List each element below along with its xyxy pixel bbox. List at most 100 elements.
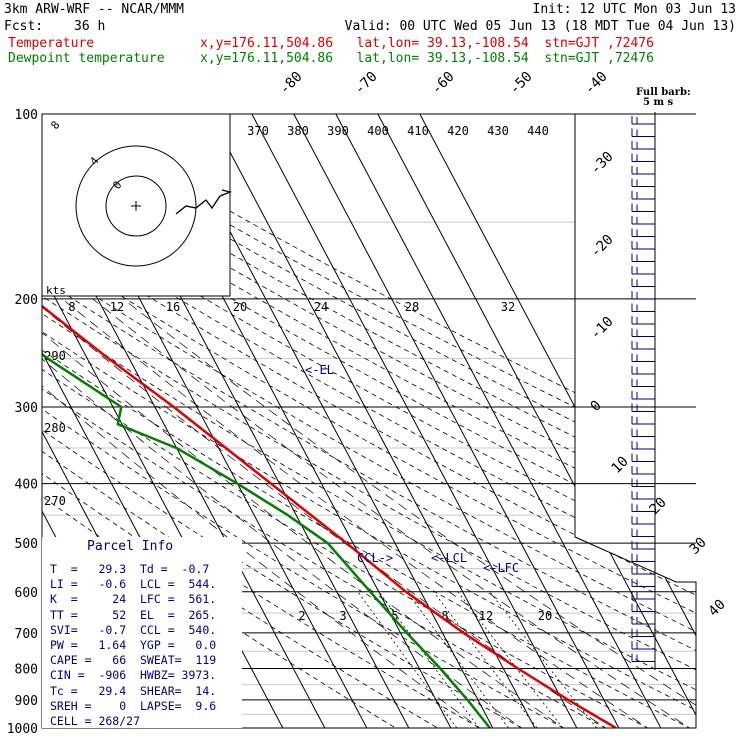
mixing-ratio-line xyxy=(406,591,509,728)
pressure-label-100: 100 xyxy=(15,108,38,123)
dry-adiabat xyxy=(42,114,696,728)
pressure-label-400: 400 xyxy=(15,478,38,493)
dry-adiabat xyxy=(42,114,631,728)
pressure-label-1000: 1000 xyxy=(7,722,38,737)
pressure-label-900: 900 xyxy=(15,694,38,709)
parcel-info-row: TT = 52 EL = 265. xyxy=(50,607,217,622)
theta-label: 270 xyxy=(44,494,66,508)
parcel-info-rows: T = 29.3 Td = -0.7 LI = -0.6 LCL = 544. K … xyxy=(50,562,216,729)
theta-label: 430 xyxy=(487,124,509,138)
pressure-label-300: 300 xyxy=(15,401,38,416)
parcel-info-row: LI = -0.6 LCL = 544. xyxy=(50,577,217,592)
theta-label: 420 xyxy=(447,124,469,138)
parcel-info-panel: Parcel Info T = 29.3 Td = -0.7 LI = -0.6 … xyxy=(42,537,242,728)
el-annotation: <-EL xyxy=(305,363,334,377)
hodograph-speed-label: 16 xyxy=(166,300,180,314)
hodograph-unit-label: kts xyxy=(46,284,66,297)
theta-label: 440 xyxy=(527,124,549,138)
mixing-ratio-label: 8 xyxy=(441,609,448,623)
isotherm xyxy=(251,114,578,728)
hodograph-speed-label: 24 xyxy=(314,300,328,314)
dry-adiabat xyxy=(42,114,696,728)
isotherm xyxy=(293,114,620,728)
dry-adiabat xyxy=(42,114,696,728)
mixing-ratio-label: 20 xyxy=(538,609,552,623)
theta-label: 380 xyxy=(287,124,309,138)
theta-label: 390 xyxy=(327,124,349,138)
plot-frame xyxy=(41,113,697,729)
theta-label: 290 xyxy=(44,349,66,363)
isotherm-label: 20 xyxy=(647,495,670,518)
profile-temperature xyxy=(42,114,617,728)
hodograph-ring xyxy=(75,145,197,267)
theta-label: 280 xyxy=(44,421,66,435)
lfc-annotation: <-LFC xyxy=(483,561,520,575)
model-title: 3km ARW-WRF -- NCAR/MMM xyxy=(4,2,185,17)
dry-adiabat xyxy=(42,114,588,728)
pressure-label-800: 800 xyxy=(15,662,38,677)
isotherm-label: 10 xyxy=(609,454,632,477)
parcel-info-row: SREH = 0 LAPSE= 9.6 xyxy=(50,698,217,713)
moist-adiabat xyxy=(61,298,668,728)
mixing-ratio-label: 12 xyxy=(479,609,493,623)
forecast-hours: 36 h xyxy=(74,19,106,34)
barb-legend-title: Full barb: xyxy=(636,87,691,98)
barb-legend-unit: 5 m s xyxy=(643,97,674,108)
theta-label: 410 xyxy=(407,124,429,138)
pressure-label-500: 500 xyxy=(15,537,38,552)
hodograph-speed-label: 8 xyxy=(68,300,75,314)
moist-adiabat xyxy=(42,298,541,728)
profile-dewpoint-temperature xyxy=(42,114,491,728)
isotherm-label: -80 xyxy=(277,69,306,98)
dry-adiabat xyxy=(42,114,696,728)
dry-adiabat xyxy=(42,114,696,728)
moist-adiabat xyxy=(92,298,696,728)
theta-label: 400 xyxy=(367,124,389,138)
dry-adiabat xyxy=(42,114,696,728)
isotherm xyxy=(209,114,536,728)
forecast-label: Fcst: xyxy=(4,19,44,34)
moist-adiabat xyxy=(42,298,583,728)
isotherm-label: -20 xyxy=(588,232,617,261)
hodograph-speed-label: 32 xyxy=(501,300,515,314)
isotherm xyxy=(335,114,662,728)
isotherm-label: 0 xyxy=(588,398,605,415)
dry-adiabat xyxy=(42,114,696,728)
parcel-info-row: T = 29.3 Td = -0.7 xyxy=(50,562,210,576)
dry-adiabat xyxy=(42,114,696,728)
dewpoint-legend: Dewpoint temperature xyxy=(8,51,165,66)
parcel-info-row: K = 24 LFC = 561. xyxy=(50,592,217,607)
parcel-info-row: CELL = 268/27 xyxy=(50,714,141,729)
hodograph-trace xyxy=(175,189,233,215)
parcel-info-row: CIN = -906 HWBZ= 3973. xyxy=(50,668,217,683)
dry-adiabat xyxy=(42,114,696,728)
hodograph-speed-label: 28 xyxy=(405,300,419,314)
moist-adiabat xyxy=(122,298,696,728)
isotherm-label: -40 xyxy=(582,69,611,98)
isotherm-label: -70 xyxy=(352,69,381,98)
hodograph-speed-label: 12 xyxy=(110,300,124,314)
mixing-ratio-label: 2 xyxy=(298,609,305,623)
lcl-annotation: <-LCL xyxy=(431,551,468,565)
dewpoint-location: x,y=176.11,504.86 lat,lon= 39.13,-108.54… xyxy=(200,51,654,66)
isotherm-label: 30 xyxy=(687,535,710,558)
hodograph-speed-label: 20 xyxy=(233,300,247,314)
init-time: Init: 12 UTC Mon 03 Jun 13 xyxy=(532,2,737,17)
dry-adiabat xyxy=(42,114,418,728)
dry-adiabat xyxy=(42,114,696,728)
parcel-info-row: CAPE = 66 SWEAT= 119 xyxy=(50,653,217,668)
pressure-label-700: 700 xyxy=(15,627,38,642)
isotherm-label: 40 xyxy=(706,597,729,620)
isotherm xyxy=(377,114,696,728)
moist-adiabat xyxy=(42,298,498,728)
mixing-ratio-line xyxy=(433,591,538,728)
mixing-ratio-label: 3 xyxy=(339,609,346,623)
parcel-info-row: Tc = 29.4 SHEAR= 14. xyxy=(50,683,217,698)
temperature-location: x,y=176.11,504.86 lat,lon= 39.13,-108.54… xyxy=(200,36,654,51)
parcel-info-row: SVI= -0.7 CCL = 540. xyxy=(50,622,217,637)
isotherm-label: -60 xyxy=(429,69,458,98)
parcel-info-title: Parcel Info xyxy=(87,539,174,554)
ccl-annotation: CCL-> xyxy=(357,551,394,565)
parcel-info-row: PW = 1.64 YGP = 0.0 xyxy=(50,638,217,653)
